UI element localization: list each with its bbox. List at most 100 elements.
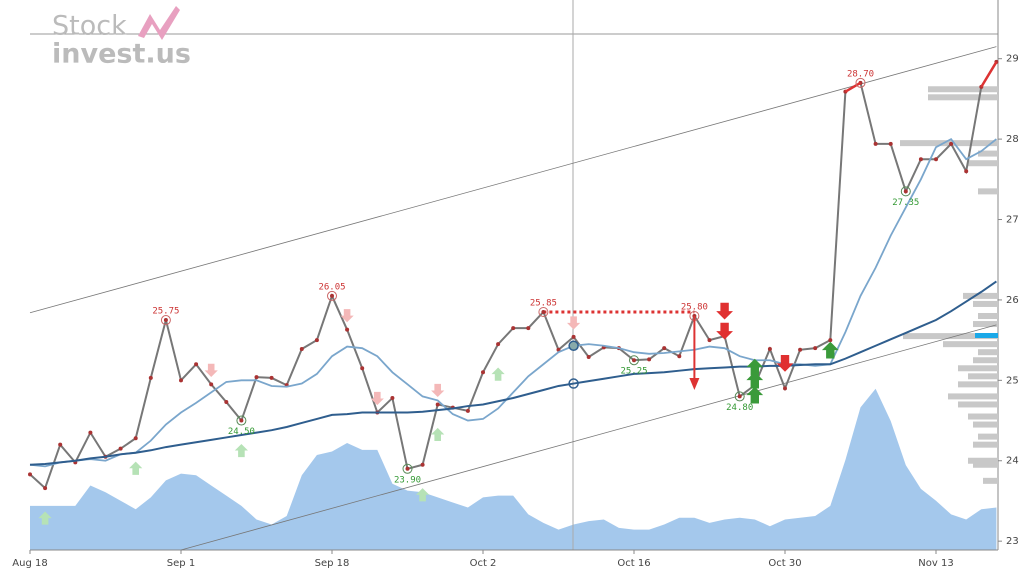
extreme-label: 25.25 [620, 367, 647, 377]
price-point [179, 378, 183, 383]
extreme-label: 24.50 [228, 427, 255, 437]
extreme-label: 25.80 [681, 303, 708, 313]
price-point [465, 408, 470, 413]
extreme-marker [160, 315, 171, 326]
price-point [511, 326, 516, 331]
price-point [586, 355, 591, 360]
logo-top: Stock [52, 11, 127, 42]
sell-arrow-head [689, 378, 700, 391]
extreme-label: 25.85 [530, 298, 557, 308]
price-point [632, 358, 636, 363]
volume-profile-bar [973, 461, 998, 468]
volume-profile-bar [928, 86, 998, 93]
trend-line [180, 324, 997, 551]
x-tick-label: Sep 1 [167, 558, 195, 569]
volume-profile-bar [968, 413, 998, 420]
price-point [133, 436, 138, 441]
volume-profile-bar [983, 477, 998, 484]
y-tick-label: 25 [1006, 375, 1019, 386]
volume-profile-bar [958, 365, 998, 372]
price-point [239, 418, 244, 423]
extreme-marker [327, 290, 337, 301]
price-point [254, 375, 259, 380]
extreme-marker [629, 355, 639, 366]
volume-profile-bar [973, 357, 998, 364]
sell-signal [431, 383, 445, 398]
price-point [88, 430, 93, 435]
price-point [269, 375, 274, 380]
series-line [29, 61, 998, 490]
volume-profile-bar [928, 94, 998, 101]
sell-signal [204, 363, 218, 377]
volume-profile-bar [978, 188, 998, 195]
y-tick-label: 24 [1006, 456, 1019, 467]
price-point [148, 375, 153, 380]
price-point [314, 338, 319, 343]
price-point [209, 382, 214, 387]
price-point [345, 327, 350, 332]
price-point [647, 357, 652, 362]
volume-profile-bar [968, 373, 998, 380]
volume-area [30, 388, 997, 550]
x-tick-label: Sep 18 [315, 558, 350, 569]
price-point [330, 293, 334, 298]
price-point [949, 141, 954, 146]
extreme-label: 27.35 [892, 198, 919, 208]
buy-signal [821, 341, 839, 359]
volume-profile-bar [978, 433, 998, 440]
price-point [481, 370, 485, 375]
sell-signal [776, 354, 794, 372]
y-tick-label: 27 [1006, 215, 1019, 226]
price-point [918, 157, 923, 162]
price-point [43, 486, 48, 491]
buy-signal [431, 427, 445, 442]
buy-signal [129, 461, 143, 475]
price-point [934, 157, 938, 162]
price-point [224, 400, 229, 405]
volume-profile-bar [978, 349, 998, 356]
price-point [767, 346, 772, 351]
x-tick-label: Oct 16 [617, 558, 650, 569]
price-point [556, 347, 561, 352]
price-point [737, 394, 742, 399]
buy-signal [234, 443, 248, 458]
extreme-marker [236, 415, 247, 426]
volume-profile-bar [948, 393, 998, 400]
crosshair-dot [568, 340, 579, 352]
sell-signal [716, 322, 733, 340]
trend-line [29, 46, 997, 314]
extreme-label: 26.05 [318, 282, 345, 292]
price-point [828, 338, 833, 343]
volume-profile-bar [978, 150, 998, 157]
x-tick-label: Aug 18 [12, 558, 47, 569]
price-point [496, 342, 501, 347]
extreme-label: 25.75 [152, 307, 179, 317]
volume-profile-bar [978, 313, 998, 320]
buy-signal [416, 488, 430, 502]
extreme-label: 28.70 [847, 69, 874, 79]
price-point [662, 346, 667, 351]
volume-profile-bar [973, 441, 998, 448]
sell-signal [340, 309, 354, 323]
breakout-segment [980, 61, 998, 88]
price-point [435, 402, 440, 407]
extreme-marker [538, 306, 549, 317]
buy-signal [746, 371, 764, 389]
sell-signal [370, 391, 384, 406]
price-point [58, 442, 63, 447]
series-line [29, 137, 997, 468]
price-point [783, 386, 787, 391]
x-tick-label: Oct 2 [470, 558, 497, 569]
y-tick-label: 29 [1006, 54, 1019, 65]
crosshair-dot [568, 378, 579, 389]
volume-profile-bar [973, 321, 998, 328]
price-point [964, 169, 969, 174]
price-point [677, 354, 682, 359]
series-line [29, 280, 997, 466]
x-tick-label: Nov 13 [918, 558, 953, 569]
breakout-segment [844, 81, 862, 93]
logo-bottom: invest.us [52, 39, 191, 70]
price-point [571, 334, 576, 339]
